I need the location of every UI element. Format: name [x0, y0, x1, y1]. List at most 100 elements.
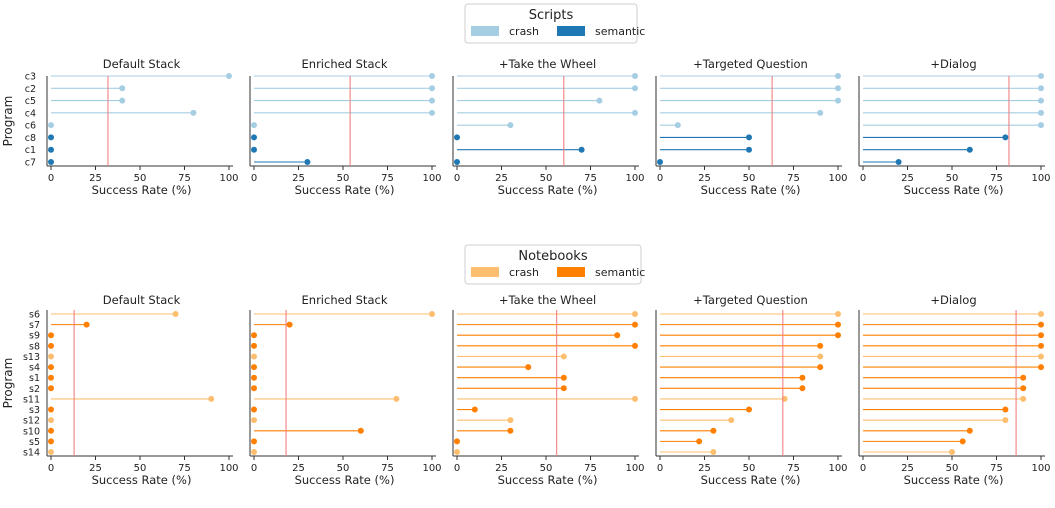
- point-c4: [817, 109, 824, 116]
- point-s10: [507, 427, 514, 434]
- x-tick-label: 0: [860, 173, 866, 184]
- point-c8: [454, 134, 460, 141]
- x-axis-title: Success Rate (%): [904, 183, 1004, 197]
- point-c4: [190, 109, 197, 116]
- x-tick-label: 100: [625, 173, 644, 184]
- point-s2: [48, 385, 54, 392]
- y-tick-label-s13: s13: [23, 352, 40, 363]
- point-c2: [835, 85, 841, 92]
- legend-swatch-crash: [471, 26, 499, 36]
- x-tick-label: 75: [178, 173, 191, 184]
- point-s9: [835, 332, 841, 339]
- point-s13: [817, 353, 824, 360]
- point-c6: [1038, 122, 1044, 129]
- point-c1: [578, 146, 585, 153]
- x-tick-label: 75: [990, 463, 1003, 474]
- x-axis-title: Success Rate (%): [904, 473, 1004, 487]
- legend-label-crash: crash: [509, 25, 539, 38]
- point-c3: [1038, 73, 1044, 79]
- point-c6: [507, 122, 514, 129]
- point-s6: [835, 311, 841, 317]
- point-c7: [657, 159, 663, 165]
- x-tick-label: 50: [134, 463, 147, 474]
- x-tick-label: 75: [381, 173, 394, 184]
- x-tick-label: 100: [422, 463, 441, 474]
- point-s2: [251, 385, 257, 392]
- y-tick-label-s10: s10: [23, 426, 40, 437]
- point-s3: [251, 406, 257, 413]
- panel-title: +Dialog: [930, 57, 976, 71]
- y-tick-label-c4: c4: [25, 108, 36, 119]
- y-tick-label-s5: s5: [29, 437, 40, 448]
- x-tick-label: 25: [292, 463, 305, 474]
- point-s10: [710, 427, 717, 434]
- point-s7: [835, 321, 841, 328]
- point-s5: [454, 438, 460, 445]
- panel-scripts-4: +Targeted Question 0 25 50 75 100 Success Rate…: [655, 57, 848, 197]
- y-tick-label-s8: s8: [29, 341, 40, 352]
- x-tick-label: 100: [828, 463, 847, 474]
- x-tick-label: 50: [540, 173, 553, 184]
- x-tick-label: 0: [860, 463, 866, 474]
- x-axis-title: Success Rate (%): [701, 473, 801, 487]
- x-tick-label: 25: [495, 463, 508, 474]
- x-axis-title: Success Rate (%): [701, 183, 801, 197]
- point-s6: [172, 311, 179, 317]
- point-s3: [746, 406, 752, 413]
- y-tick-label-c3: c3: [25, 72, 36, 83]
- point-s14: [251, 449, 257, 455]
- x-tick-label: 100: [422, 173, 441, 184]
- point-c4: [429, 109, 435, 116]
- point-s3: [471, 406, 478, 413]
- y-tick-label-c5: c5: [25, 96, 36, 107]
- point-c3: [835, 73, 841, 79]
- point-s8: [632, 342, 638, 349]
- y-tick-label-c7: c7: [25, 158, 36, 169]
- point-c6: [674, 122, 681, 129]
- point-c4: [632, 109, 638, 116]
- point-c2: [632, 85, 638, 92]
- panel-scripts-3: +Take the Wheel 0 25 50 75 100 Success Rate (%…: [452, 57, 645, 197]
- point-s4: [251, 364, 257, 371]
- legend-title: Scripts: [529, 8, 574, 23]
- point-c8: [1002, 134, 1009, 141]
- point-s13: [48, 353, 54, 360]
- point-s2: [560, 385, 567, 392]
- x-tick-label: 50: [337, 463, 350, 474]
- point-s14: [710, 449, 717, 455]
- point-s8: [817, 342, 824, 349]
- point-s1: [799, 374, 806, 381]
- x-tick-label: 50: [946, 173, 959, 184]
- point-s10: [966, 427, 973, 434]
- point-s11: [208, 395, 215, 402]
- y-tick-label-c1: c1: [25, 145, 36, 156]
- legend-scripts: Scripts crash semantic: [464, 3, 645, 44]
- x-tick-label: 0: [48, 463, 54, 474]
- y-axis-title: Program: [1, 96, 15, 147]
- point-c5: [119, 97, 126, 104]
- point-c7: [304, 159, 311, 165]
- point-c5: [1038, 97, 1044, 104]
- point-c2: [1038, 85, 1044, 92]
- point-s12: [48, 417, 54, 424]
- point-c5: [596, 97, 603, 104]
- point-c4: [1038, 109, 1044, 116]
- x-tick-label: 100: [1031, 173, 1050, 184]
- point-s1: [251, 374, 257, 381]
- point-s2: [1020, 385, 1027, 392]
- point-s5: [959, 438, 966, 445]
- point-s9: [614, 332, 621, 339]
- y-tick-label-s4: s4: [29, 363, 40, 374]
- point-c1: [251, 146, 257, 153]
- point-s10: [48, 427, 54, 434]
- point-s3: [1002, 406, 1009, 413]
- point-s2: [799, 385, 806, 392]
- x-tick-label: 75: [381, 463, 394, 474]
- x-tick-label: 25: [698, 173, 711, 184]
- x-tick-label: 25: [901, 463, 914, 474]
- point-s7: [286, 321, 293, 328]
- panel-notebooks-2: Enriched Stack 0 25 50 75 100 Success Rate (%): [249, 293, 442, 487]
- point-c8: [746, 134, 752, 141]
- x-tick-label: 25: [698, 463, 711, 474]
- x-axis-title: Success Rate (%): [92, 473, 192, 487]
